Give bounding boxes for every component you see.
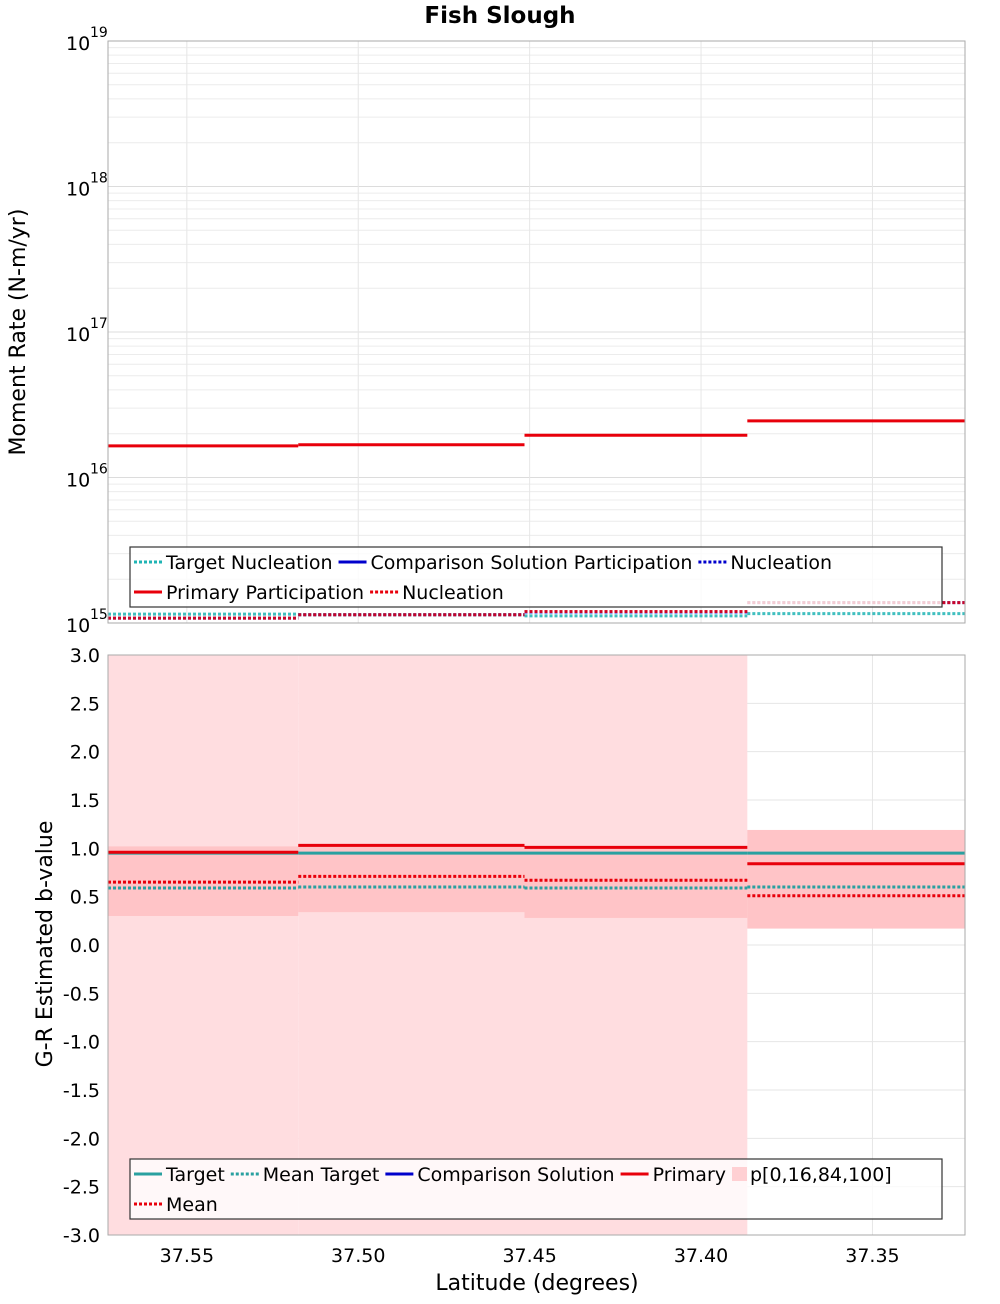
- b-value-plot: Target Mean Target Comparison Solution Prim…: [63, 645, 966, 1267]
- top-y-tick-exponent: 19: [90, 25, 108, 41]
- bottom-y-tick-label: 2.5: [70, 693, 100, 715]
- bottom-band-p16-84: [298, 844, 525, 913]
- top-plot-frame: [107, 40, 966, 624]
- bottom-legend-mean-target-label: Mean Target: [263, 1164, 380, 1186]
- bottom-y-tick-label: -2.5: [63, 1177, 100, 1199]
- bottom-y-tick-label: 1.5: [70, 790, 100, 812]
- x-tick-label: 37.50: [331, 1245, 385, 1267]
- bottom-y-tick-label: -0.5: [63, 983, 100, 1005]
- top-y-tick-label: 10: [66, 470, 90, 492]
- x-axis-label: Latitude (degrees): [435, 1271, 638, 1296]
- bottom-y-tick-label: 0.0: [70, 935, 100, 957]
- bottom-plot-frame: [107, 654, 966, 1236]
- bottom-y-tick-label: -3.0: [63, 1225, 100, 1247]
- bottom-legend-p-0-16-84-100-swatch: [732, 1167, 747, 1181]
- top-legend-primary-participation-label: Primary Participation: [166, 582, 364, 604]
- bottom-band-p0-100: [298, 655, 525, 1235]
- top-y-tick-label: 10: [66, 324, 90, 346]
- bottom-legend-target-label: Target: [165, 1164, 225, 1186]
- bottom-band-p16-84: [524, 846, 748, 918]
- top-y-tick-label: 10: [66, 33, 90, 55]
- bottom-band-p0-100: [108, 655, 299, 1235]
- bottom-band-p16-84: [747, 829, 965, 929]
- bottom-y-tick-label: 1.0: [70, 838, 100, 860]
- bottom-y-tick-label: -1.5: [63, 1080, 100, 1102]
- bottom-y-tick-label: -2.0: [63, 1128, 100, 1150]
- top-y-tick-exponent: 17: [90, 316, 108, 332]
- top-y-tick-exponent: 18: [90, 171, 108, 187]
- top-y-axis-label: Moment Rate (N-m/yr): [6, 209, 31, 456]
- top-legend-comparison-solution-participation-label: Comparison Solution Participation: [371, 552, 693, 574]
- bottom-legend: [129, 1158, 943, 1220]
- top-legend-nucleation-label: Nucleation: [402, 582, 504, 604]
- chart-title: Fish Slough: [424, 3, 575, 29]
- moment-rate-plot: Target Nucleation Comparison Solution Par…: [66, 25, 966, 637]
- bottom-y-tick-label: 3.0: [70, 645, 100, 667]
- bottom-band-p0-100: [524, 655, 748, 1235]
- bottom-legend-primary-label: Primary: [653, 1164, 726, 1186]
- top-y-tick-label: 10: [66, 179, 90, 201]
- bottom-y-tick-label: 2.0: [70, 742, 100, 764]
- x-tick-label: 37.45: [502, 1245, 556, 1267]
- bottom-legend-p-0-16-84-100-label: p[0,16,84,100]: [750, 1164, 892, 1186]
- top-legend-nucleation-label: Nucleation: [730, 552, 832, 574]
- bottom-legend-comparison-solution-label: Comparison Solution: [417, 1164, 614, 1186]
- bottom-y-axis-label: G-R Estimated b-value: [33, 821, 58, 1068]
- x-tick-label: 37.35: [845, 1245, 899, 1267]
- bottom-y-tick-label: 0.5: [70, 887, 100, 909]
- x-tick-label: 37.40: [674, 1245, 728, 1267]
- top-legend-target-nucleation-label: Target Nucleation: [165, 552, 333, 574]
- bottom-y-tick-label: -1.0: [63, 1032, 100, 1054]
- top-y-tick-label: 10: [66, 615, 90, 637]
- bottom-legend-mean-label: Mean: [166, 1194, 218, 1216]
- top-legend: [129, 546, 943, 608]
- top-y-tick-exponent: 15: [90, 607, 108, 623]
- top-y-tick-exponent: 16: [90, 462, 108, 478]
- x-tick-label: 37.55: [160, 1245, 214, 1267]
